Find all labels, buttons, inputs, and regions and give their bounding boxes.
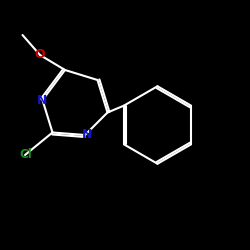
Text: Cl: Cl bbox=[20, 148, 32, 162]
Text: N: N bbox=[37, 94, 48, 106]
Text: N: N bbox=[82, 128, 93, 141]
Text: O: O bbox=[35, 48, 45, 62]
